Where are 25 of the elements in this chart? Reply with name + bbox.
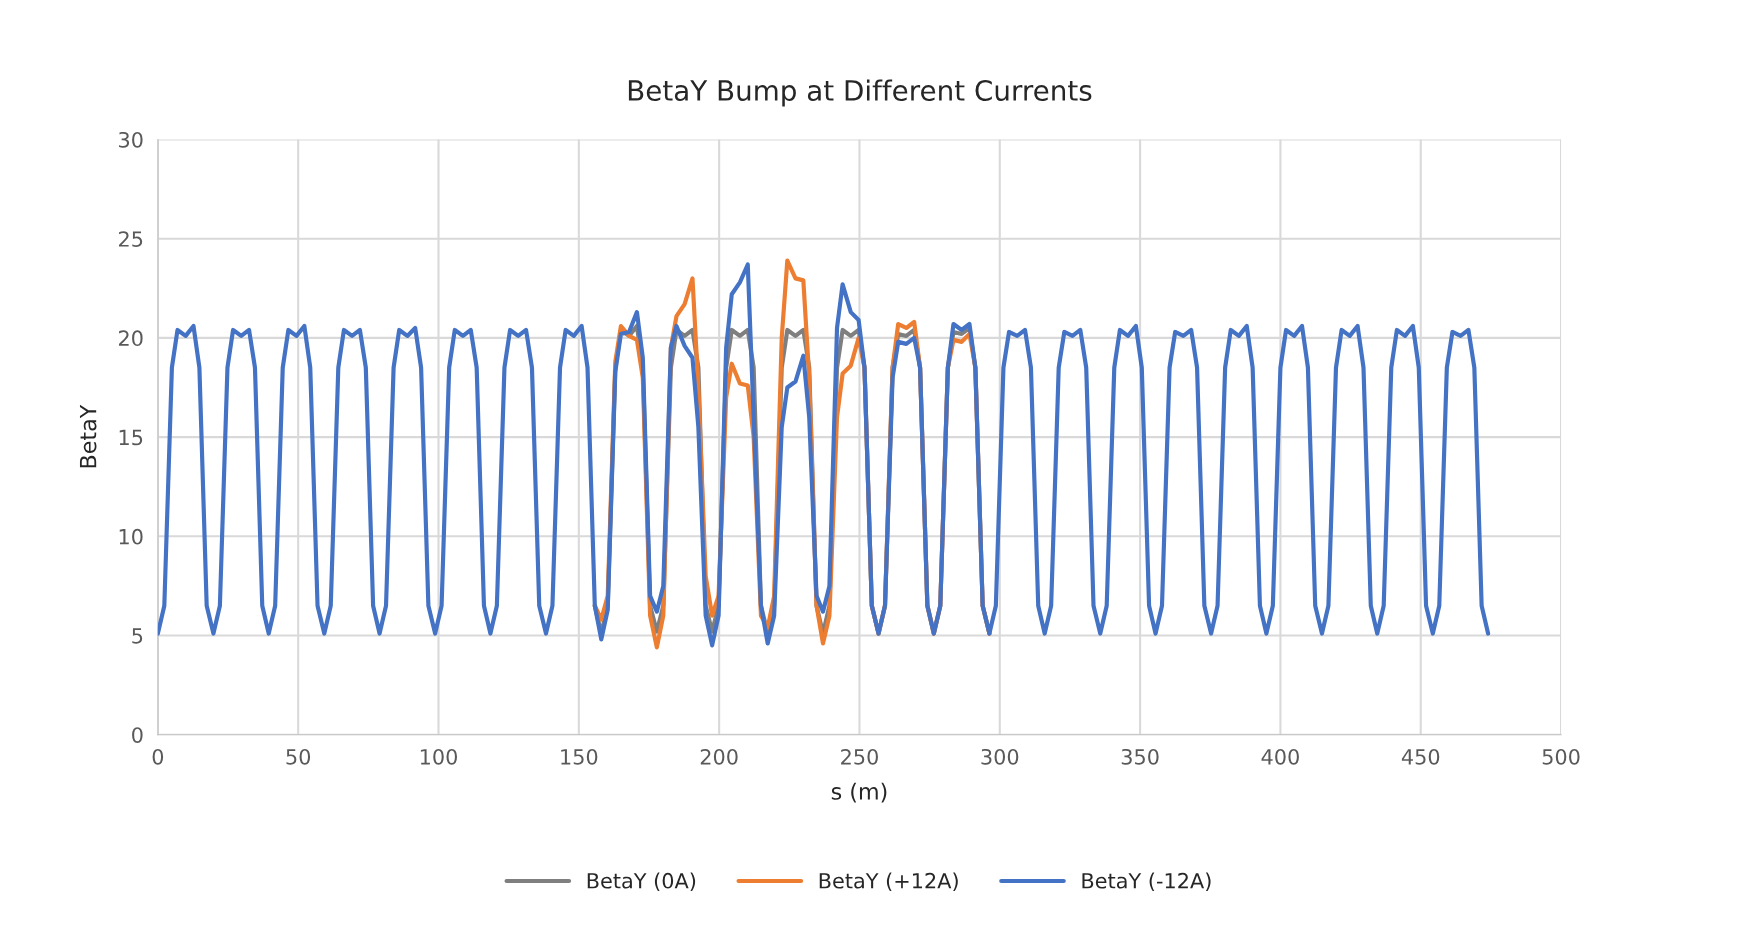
y-tick-label: 30 bbox=[119, 131, 143, 148]
chart-title: BetaY Bump at Different Currents bbox=[628, 79, 1092, 107]
x-tick-label: 400 bbox=[1261, 748, 1299, 765]
line-series bbox=[157, 262, 1491, 648]
x-tick-label: 250 bbox=[841, 748, 878, 765]
legend-label: BetaY (-12A) bbox=[1082, 872, 1211, 892]
y-tick-label: 10 bbox=[119, 528, 143, 545]
x-tick-label: 0 bbox=[152, 748, 164, 765]
x-tick-label: 150 bbox=[561, 748, 598, 765]
y-tick-label: 20 bbox=[118, 330, 143, 347]
y-axis-title: BetaY bbox=[79, 404, 97, 468]
x-tick-label: 450 bbox=[1401, 748, 1440, 765]
x-axis-title: s (m) bbox=[831, 782, 887, 803]
x-tick-label: 200 bbox=[700, 748, 738, 765]
legend-label: BetaY (0A) bbox=[587, 872, 696, 892]
x-tick-label: 350 bbox=[1121, 748, 1159, 765]
y-tick-label: 5 bbox=[132, 628, 143, 644]
y-tick-label: 0 bbox=[132, 727, 143, 743]
y-tick-label: 25 bbox=[118, 231, 143, 247]
legend-label: BetaY (+12A) bbox=[819, 872, 958, 892]
x-tick-label: 300 bbox=[981, 748, 1019, 765]
y-tick-label: 15 bbox=[119, 429, 143, 446]
x-tick-label: 50 bbox=[286, 748, 311, 765]
x-tick-label: 100 bbox=[420, 748, 457, 765]
x-tick-label: 500 bbox=[1542, 748, 1580, 765]
